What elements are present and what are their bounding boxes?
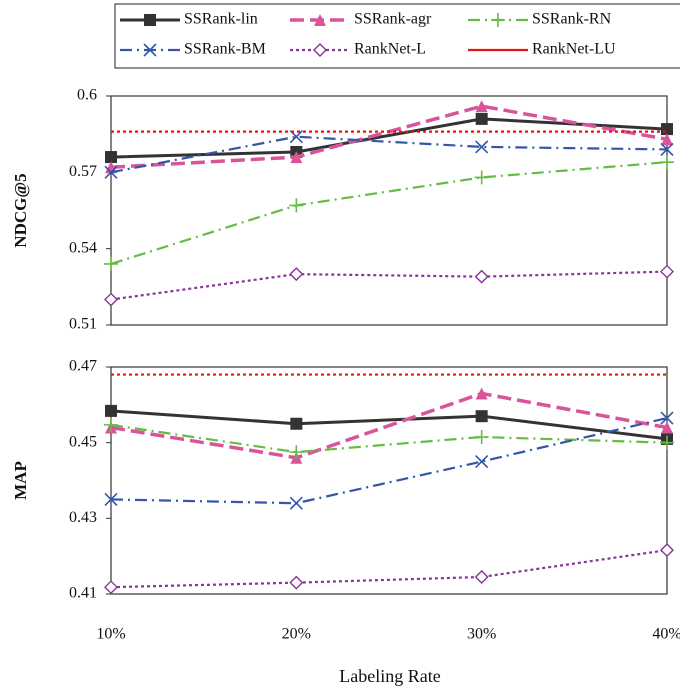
marker: [475, 455, 489, 469]
marker: [105, 151, 117, 164]
x-tick-label: 40%: [652, 626, 680, 643]
marker: [289, 496, 303, 510]
marker: [289, 267, 304, 282]
marker: [104, 292, 118, 307]
legend-label: SSRank-lin: [184, 11, 258, 28]
plot-frame: [110, 366, 668, 595]
series-line: [110, 423, 668, 454]
marker: [290, 417, 303, 430]
marker: [660, 411, 674, 425]
y-tick-label: 0.57: [69, 163, 97, 180]
marker: [660, 155, 674, 170]
marker: [289, 198, 304, 213]
marker: [475, 100, 488, 113]
marker: [313, 43, 327, 57]
series-line: [110, 549, 668, 589]
marker: [661, 133, 673, 146]
series-line: [110, 135, 668, 174]
y-tick-label: 0.51: [69, 316, 97, 333]
marker: [661, 421, 673, 434]
marker: [144, 14, 156, 26]
legend-label: SSRank-agr: [354, 11, 432, 28]
plot-frame: [110, 95, 668, 326]
marker: [474, 170, 489, 185]
y-tick-label: 0.6: [77, 87, 97, 104]
x-tick-label: 10%: [96, 626, 125, 643]
x-axis-label: Labeling Rate: [339, 666, 440, 686]
marker: [491, 13, 505, 27]
legend-label: SSRank-RN: [532, 11, 612, 28]
marker: [475, 387, 488, 400]
marker: [104, 580, 118, 595]
marker: [660, 142, 674, 156]
legend-box: [114, 3, 680, 69]
marker: [143, 43, 157, 57]
marker: [104, 165, 118, 179]
legend-label: RankNet-L: [354, 41, 426, 58]
y-axis-label: NDCG@5: [11, 173, 30, 247]
marker: [660, 435, 674, 450]
series-line: [110, 270, 668, 301]
series-line: [110, 161, 668, 265]
marker: [474, 269, 489, 284]
marker: [290, 151, 303, 164]
marker: [105, 404, 117, 417]
y-axis-label: MAP: [11, 461, 30, 500]
series-line: [110, 409, 668, 441]
y-tick-label: 0.43: [69, 509, 97, 526]
y-tick-label: 0.41: [69, 585, 97, 602]
marker: [104, 256, 118, 271]
series-line: [110, 391, 668, 460]
marker: [475, 140, 489, 154]
marker: [475, 410, 488, 423]
marker: [474, 429, 489, 444]
y-tick-label: 0.45: [69, 433, 97, 450]
y-tick-label: 0.47: [69, 358, 97, 375]
legend-label: RankNet-LU: [532, 41, 616, 58]
marker: [104, 492, 118, 506]
x-tick-label: 20%: [282, 626, 311, 643]
marker: [660, 543, 674, 558]
marker: [289, 575, 304, 590]
marker: [314, 14, 326, 26]
marker: [289, 445, 304, 460]
y-tick-label: 0.54: [69, 239, 97, 256]
x-tick-label: 30%: [467, 626, 496, 643]
legend-label: SSRank-BM: [184, 41, 266, 58]
marker: [475, 112, 488, 125]
marker: [104, 417, 118, 432]
marker: [474, 569, 489, 584]
marker: [660, 264, 674, 279]
series-line: [110, 417, 668, 505]
